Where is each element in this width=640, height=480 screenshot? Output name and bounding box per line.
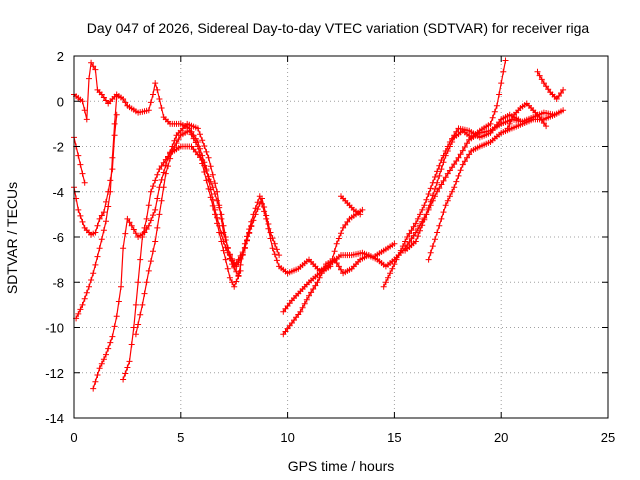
x-tick-label: 20 — [494, 430, 508, 445]
y-tick-label: -14 — [45, 411, 64, 426]
y-tick-label: 0 — [57, 94, 64, 109]
series-line — [75, 96, 118, 319]
data-point-markers — [120, 143, 255, 383]
series-s14 — [504, 100, 550, 132]
series-line — [340, 195, 361, 215]
data-point-markers — [534, 68, 567, 102]
series-s9 — [280, 206, 366, 315]
series-s12 — [402, 57, 509, 254]
series-s10 — [338, 193, 364, 218]
y-tick-label: -12 — [45, 366, 64, 381]
x-tick-label: 15 — [387, 430, 401, 445]
series-s7 — [132, 127, 244, 338]
x-tick-label: 25 — [601, 430, 615, 445]
chart-title: Day 047 of 2026, Sidereal Day-to-day VTE… — [87, 20, 590, 36]
series-s15 — [534, 68, 567, 102]
y-tick-label: -8 — [52, 275, 64, 290]
x-tick-labels: 0 5 10 15 20 25 — [70, 430, 615, 445]
data-point-markers — [338, 193, 364, 218]
axis-ticks — [73, 55, 609, 419]
data-point-markers — [73, 93, 120, 322]
data-point-markers — [280, 206, 366, 315]
series-s4 — [73, 93, 120, 322]
x-tick-label: 10 — [280, 430, 294, 445]
x-axis-label: GPS time / hours — [288, 458, 395, 474]
data-point-markers — [504, 100, 550, 132]
series-s13 — [425, 111, 558, 263]
data-point-markers — [132, 127, 244, 338]
y-tick-label: -4 — [52, 185, 64, 200]
y-axis-label: SDTVAR / TECUs — [4, 182, 20, 294]
y-tick-label: -6 — [52, 230, 64, 245]
y-tick-label: -2 — [52, 140, 64, 155]
data-series — [71, 57, 567, 392]
y-tick-labels: -14 -12 -10 -8 -6 -4 -2 0 2 — [45, 49, 64, 426]
x-tick-label: 5 — [177, 430, 184, 445]
data-point-markers — [402, 57, 509, 254]
y-tick-label: 2 — [57, 49, 64, 64]
x-tick-label: 0 — [70, 430, 77, 445]
y-tick-label: -10 — [45, 321, 64, 336]
series-s6 — [120, 143, 255, 383]
